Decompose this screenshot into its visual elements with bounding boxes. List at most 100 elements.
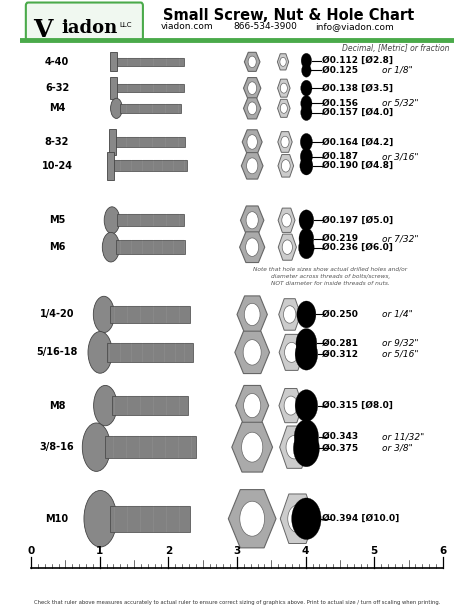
Circle shape (244, 303, 260, 326)
Polygon shape (278, 234, 296, 261)
Circle shape (301, 53, 311, 68)
Text: Ø0.187: Ø0.187 (321, 152, 361, 161)
Circle shape (282, 159, 290, 172)
Text: Ø0.236 [Ø6.0]: Ø0.236 [Ø6.0] (321, 243, 392, 253)
Text: or 3/16": or 3/16" (382, 152, 419, 161)
Circle shape (248, 56, 256, 67)
Polygon shape (280, 494, 315, 544)
Text: Ø0.112 [Ø2.8]: Ø0.112 [Ø2.8] (321, 56, 392, 65)
Polygon shape (236, 386, 269, 425)
Text: M8: M8 (49, 400, 65, 411)
Text: Check that ruler above measures accurately to actual ruler to ensure correct siz: Check that ruler above measures accurate… (34, 600, 440, 605)
Circle shape (299, 237, 314, 259)
Ellipse shape (102, 232, 119, 262)
Bar (110, 306, 191, 322)
Text: Ø0.157 [Ø4.0]: Ø0.157 [Ø4.0] (321, 108, 392, 117)
Circle shape (282, 240, 292, 254)
Text: Ø0.138 [Ø3.5]: Ø0.138 [Ø3.5] (321, 83, 392, 93)
Polygon shape (244, 78, 261, 99)
Ellipse shape (84, 490, 117, 547)
Bar (117, 84, 184, 93)
Text: iadon: iadon (62, 19, 118, 37)
Circle shape (301, 96, 312, 112)
Circle shape (243, 340, 261, 365)
Text: 2: 2 (165, 546, 172, 556)
Text: LLC: LLC (119, 22, 132, 28)
Text: or 1/4": or 1/4" (382, 310, 413, 319)
Circle shape (280, 104, 287, 113)
Circle shape (284, 343, 299, 362)
Circle shape (242, 432, 263, 462)
Text: Note that hole sizes show actual drilled holes and/or
diameter across threads of: Note that hole sizes show actual drilled… (253, 267, 407, 286)
Circle shape (300, 157, 313, 175)
Polygon shape (279, 334, 304, 370)
Bar (117, 214, 184, 226)
Ellipse shape (93, 296, 114, 333)
Text: Ø0.394 [Ø10.0]: Ø0.394 [Ø10.0] (321, 514, 399, 524)
Bar (112, 397, 188, 415)
Polygon shape (278, 99, 290, 117)
Circle shape (247, 135, 257, 150)
Circle shape (294, 420, 319, 454)
Bar (105, 436, 196, 458)
Circle shape (248, 102, 257, 115)
Bar (116, 137, 185, 147)
Circle shape (299, 228, 314, 249)
Bar (107, 343, 193, 362)
Polygon shape (278, 154, 293, 177)
Circle shape (301, 148, 312, 166)
Circle shape (284, 396, 298, 415)
Text: Small Screw, Nut & Hole Chart: Small Screw, Nut & Hole Chart (164, 8, 415, 23)
Text: 3/8-16: 3/8-16 (40, 442, 74, 452)
Text: viadon.com: viadon.com (161, 22, 213, 31)
Circle shape (280, 58, 286, 66)
Circle shape (299, 210, 314, 230)
Polygon shape (241, 153, 263, 179)
Circle shape (295, 390, 318, 422)
Polygon shape (239, 232, 265, 262)
Bar (110, 77, 117, 99)
Polygon shape (279, 299, 301, 330)
FancyBboxPatch shape (26, 2, 143, 40)
Text: or 9/32": or 9/32" (382, 339, 419, 348)
Text: or 5/16": or 5/16" (382, 349, 419, 359)
Polygon shape (240, 206, 264, 235)
Circle shape (297, 301, 316, 328)
Polygon shape (278, 132, 292, 153)
Text: 1/4-20: 1/4-20 (40, 310, 74, 319)
Bar (114, 161, 187, 172)
Text: 1: 1 (96, 546, 103, 556)
Circle shape (288, 505, 307, 533)
Polygon shape (278, 79, 290, 97)
Text: Ø0.343: Ø0.343 (321, 432, 361, 441)
Text: or 7/32": or 7/32" (382, 234, 419, 243)
Text: Decimal, [Metric] or fraction: Decimal, [Metric] or fraction (342, 44, 449, 53)
Text: Ø0.281: Ø0.281 (321, 339, 361, 348)
Ellipse shape (93, 386, 117, 426)
Text: Ø0.164 [Ø4.2]: Ø0.164 [Ø4.2] (321, 137, 393, 147)
Polygon shape (242, 130, 262, 154)
Circle shape (295, 338, 318, 370)
Text: Ø0.315 [Ø8.0]: Ø0.315 [Ø8.0] (321, 401, 392, 410)
Text: Ø0.219: Ø0.219 (321, 234, 361, 243)
Bar (110, 506, 191, 531)
Text: 5/16-18: 5/16-18 (36, 348, 78, 357)
Polygon shape (245, 52, 260, 71)
Bar (116, 240, 184, 254)
Text: M4: M4 (49, 104, 65, 113)
Text: or 3/8": or 3/8" (382, 444, 413, 453)
Text: 4: 4 (302, 546, 310, 556)
Text: 5: 5 (371, 546, 378, 556)
Polygon shape (279, 389, 303, 423)
Text: 6: 6 (439, 546, 447, 556)
Text: Ø0.190 [Ø4.8]: Ø0.190 [Ø4.8] (321, 161, 392, 170)
Text: 0: 0 (27, 546, 35, 556)
Text: Ø0.125: Ø0.125 (321, 66, 361, 75)
Text: 3: 3 (233, 546, 241, 556)
Circle shape (296, 329, 317, 358)
Polygon shape (235, 331, 270, 373)
Bar (109, 129, 116, 154)
Text: or 5/32": or 5/32" (382, 99, 419, 108)
Bar (117, 58, 184, 66)
Circle shape (301, 105, 312, 121)
